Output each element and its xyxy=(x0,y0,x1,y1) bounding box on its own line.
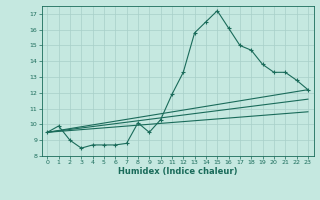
X-axis label: Humidex (Indice chaleur): Humidex (Indice chaleur) xyxy=(118,167,237,176)
